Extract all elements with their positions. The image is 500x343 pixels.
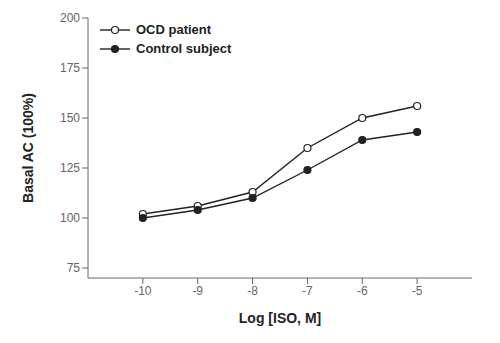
svg-text:100: 100 [60, 211, 80, 225]
svg-text:-5: -5 [412, 284, 423, 298]
svg-text:Basal AC (100%): Basal AC (100%) [20, 93, 36, 203]
svg-text:125: 125 [60, 161, 80, 175]
svg-text:-7: -7 [302, 284, 313, 298]
svg-text:75: 75 [67, 261, 81, 275]
svg-text:150: 150 [60, 111, 80, 125]
svg-text:-8: -8 [247, 284, 258, 298]
html-text:Control subject: Control subject [136, 41, 232, 56]
svg-text:-6: -6 [357, 284, 368, 298]
svg-text:200: 200 [60, 11, 80, 25]
svg-text:Log [ISO, M]: Log [ISO, M] [239, 310, 321, 326]
html-text:OCD patient: OCD patient [136, 22, 212, 37]
svg-text:-10: -10 [134, 284, 152, 298]
svg-text:-9: -9 [192, 284, 203, 298]
svg-text:175: 175 [60, 61, 80, 75]
